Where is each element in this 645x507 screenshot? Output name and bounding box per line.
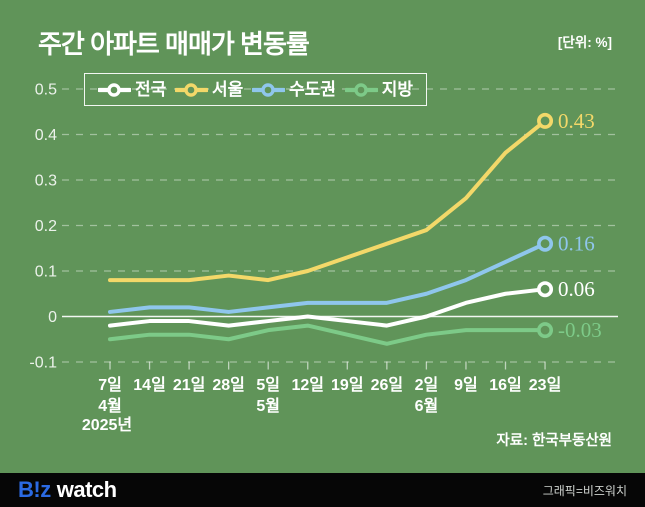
x-tick-label: 26일 <box>371 376 404 394</box>
month-label: 5월 <box>256 397 280 415</box>
legend-marker-icon <box>344 82 378 97</box>
logo-watch-text: watch <box>56 477 117 502</box>
end-marker-수도권 <box>537 235 554 252</box>
legend-marker-icon <box>175 82 209 97</box>
legend-item-지방: 지방 <box>344 80 413 99</box>
bizwatch-logo: B!z watch <box>18 479 117 501</box>
footer-bar: B!z watch 그래픽=비즈워치 <box>0 473 645 507</box>
y-tick-label: -0.1 <box>29 355 57 372</box>
line-chart: 0.5 0.4 0.3 0.2 0.1 0 -0.1 7일 14일 21일 28일 5일 12일 19일 2… <box>29 82 618 434</box>
month-label: 6월 <box>415 397 439 415</box>
end-value-label-지방: -0.03 <box>558 318 602 342</box>
legend-label: 전국 <box>135 80 167 99</box>
x-tick-label: 14일 <box>133 376 166 394</box>
legend-label: 지방 <box>381 80 413 99</box>
series-line-서울 <box>108 118 548 283</box>
x-tick-label: 5일 <box>256 376 280 394</box>
x-tick-label: 28일 <box>212 376 245 394</box>
end-marker-지방 <box>537 322 554 339</box>
legend-item-전국: 전국 <box>98 81 166 98</box>
end-value-label-전국: 0.06 <box>558 277 595 301</box>
unit-label: [단위: %] <box>557 35 612 50</box>
graphic-credit: 그래픽=비즈워치 <box>542 483 627 498</box>
series-line-지방 <box>108 323 548 346</box>
legend-label: 서울 <box>212 80 244 99</box>
source-label: 자료: 한국부동산원 <box>496 433 612 449</box>
end-value-label-서울: 0.43 <box>558 109 595 133</box>
chart-legend: 전국 서울 수도권 지방 <box>84 73 427 106</box>
x-tick-label: 12일 <box>291 376 324 394</box>
x-tick-label: 16일 <box>489 376 522 394</box>
month-label: 4월 <box>98 397 122 415</box>
series-line-전국 <box>108 287 548 328</box>
y-tick-label: 0.4 <box>35 127 57 144</box>
logo-biz-text: B!z <box>18 477 51 502</box>
end-value-label-수도권: 0.16 <box>558 232 595 256</box>
legend-label: 수도권 <box>289 80 336 99</box>
end-marker-서울 <box>537 112 554 129</box>
x-tick-label: 23일 <box>529 376 562 394</box>
legend-marker-icon <box>98 82 131 97</box>
y-tick-label: 0.2 <box>35 218 57 235</box>
x-tick-label: 21일 <box>173 376 206 394</box>
x-tick-label: 9일 <box>454 376 478 394</box>
x-tick-label: 19일 <box>331 376 364 394</box>
y-tick-label: 0.1 <box>35 264 57 281</box>
y-tick-label: 0.3 <box>35 173 57 190</box>
y-tick-label: 0 <box>48 309 57 326</box>
x-tick-label: 2일 <box>415 376 439 394</box>
legend-item-수도권: 수도권 <box>252 81 336 98</box>
year-label: 2025년 <box>82 415 132 434</box>
x-tick-label: 7일 <box>98 376 122 394</box>
legend-marker-icon <box>252 82 286 97</box>
legend-item-서울: 서울 <box>175 81 243 98</box>
y-tick-label: 0.5 <box>35 82 57 99</box>
series-line-수도권 <box>108 241 548 314</box>
page-title: 주간 아파트 매매가 변동률 <box>38 29 310 59</box>
end-marker-전국 <box>537 281 554 298</box>
